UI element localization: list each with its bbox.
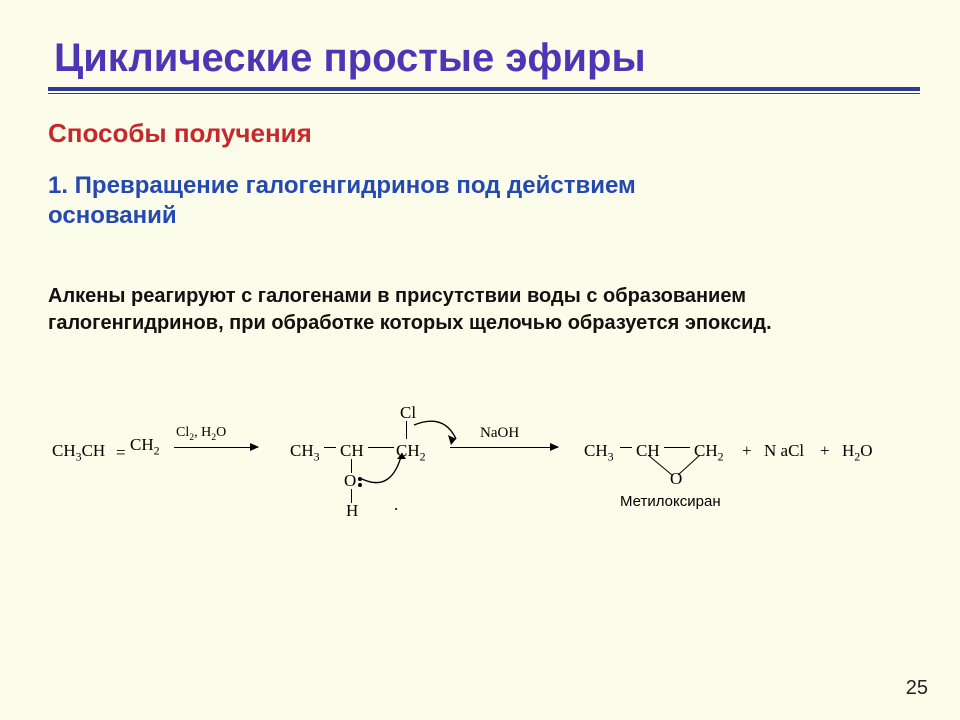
bond-p1 (620, 447, 632, 448)
h2o-h: H (842, 441, 854, 460)
title-rule-thick (48, 87, 920, 91)
body-text: Алкены реагируют с галогенами в присутст… (48, 283, 898, 337)
substrate-ch2: CH2 (130, 435, 160, 458)
title-rule-thin (48, 93, 920, 94)
substrate-ch: CH (52, 441, 76, 460)
page-number: 25 (906, 677, 928, 700)
mechanism-arrows (344, 401, 464, 501)
section-subtitle: Способы получения (48, 118, 930, 149)
byproduct-nacl: N aCl (764, 441, 804, 461)
substrate-ch2-txt: CH (130, 435, 154, 454)
double-bond: = (116, 443, 126, 463)
reagent1-o: O (216, 425, 226, 440)
byproduct-h2o: H2O (842, 441, 873, 464)
reaction-scheme: CH3CH = CH2 Cl2, H2O CH3 CH CH2 Cl O H (44, 381, 930, 551)
int-h: H (346, 501, 358, 521)
reagent-2: NaOH (480, 425, 519, 442)
h2o-o: O (860, 441, 872, 460)
arrow-1 (174, 447, 258, 448)
substrate: CH3CH (52, 441, 105, 464)
method-heading: 1. Превращение галогенгидринов под дейст… (48, 171, 768, 231)
plus-2: + (820, 441, 830, 461)
plus-1: + (742, 441, 752, 461)
intermediate-ch3: CH3 (290, 441, 320, 464)
reagent-1: Cl2, H2O (176, 425, 226, 443)
substrate-ch-b: CH (82, 441, 106, 460)
slide-title: Циклические простые эфиры (54, 36, 930, 81)
product-name: Метилоксиран (620, 493, 721, 510)
bond-a (324, 447, 336, 448)
int-ch3: CH (290, 441, 314, 460)
product-ch3: CH3 (584, 441, 614, 464)
prod-ch3: CH (584, 441, 608, 460)
reagent1-cl: Cl (176, 425, 189, 440)
bond-p2 (664, 447, 690, 448)
arrow-2 (450, 447, 558, 448)
reagent1-sep: , H (194, 425, 211, 440)
period: . (394, 495, 398, 515)
prod-o: O (670, 469, 682, 489)
